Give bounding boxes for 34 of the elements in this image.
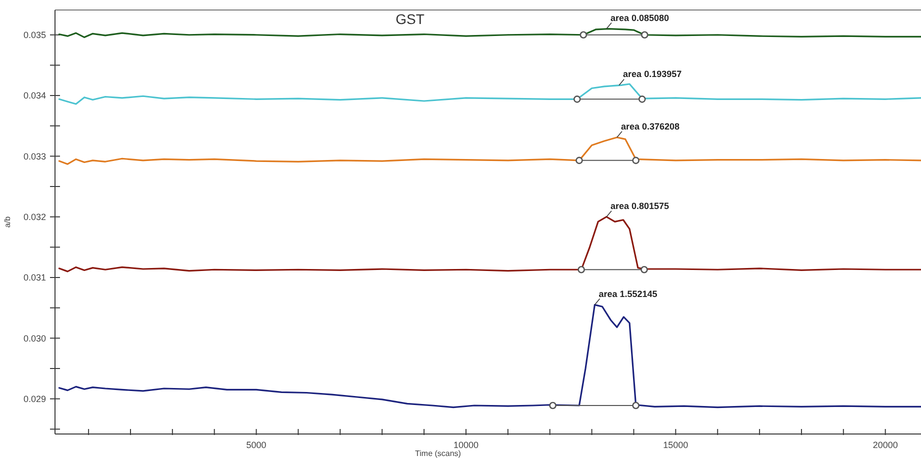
x-tick-label: 10000 — [453, 440, 478, 450]
line-series — [58, 83, 921, 105]
y-tick-label: 0.030 — [23, 333, 46, 344]
annotation: area 0.085080 — [610, 12, 670, 23]
point — [549, 402, 556, 410]
point — [580, 31, 588, 39]
y-tick-label: 0.029 — [23, 394, 46, 404]
point — [576, 156, 583, 164]
y-axis-title: a/b — [3, 216, 12, 228]
y-tick-label: 0.034 — [23, 90, 46, 101]
chart-title: GST — [396, 11, 425, 27]
annotation: area 0.193957 — [623, 69, 682, 80]
point — [632, 402, 640, 410]
x-tick-label: 15000 — [663, 440, 688, 450]
y-tick-label: 0.033 — [23, 151, 46, 162]
x-axis-title: Time (scans) — [415, 449, 462, 458]
point — [638, 96, 646, 103]
point — [573, 96, 581, 103]
annotation: area 0.801575 — [610, 200, 670, 211]
point — [578, 266, 585, 274]
line-series — [58, 28, 921, 38]
y-tick-label: 0.031 — [23, 272, 46, 283]
point — [640, 266, 648, 274]
point — [640, 31, 648, 39]
point — [632, 156, 640, 164]
y-tick-label: 0.035 — [23, 30, 46, 40]
line-series — [58, 216, 921, 272]
annotation: area 0.376208 — [620, 121, 680, 132]
y-tick-label: 0.032 — [23, 212, 46, 222]
annotation: area 1.552145 — [598, 288, 658, 299]
x-tick-label: 5000 — [246, 440, 266, 450]
line-series — [58, 136, 921, 165]
line-series — [58, 304, 921, 408]
x-tick-label: 20000 — [872, 440, 898, 450]
